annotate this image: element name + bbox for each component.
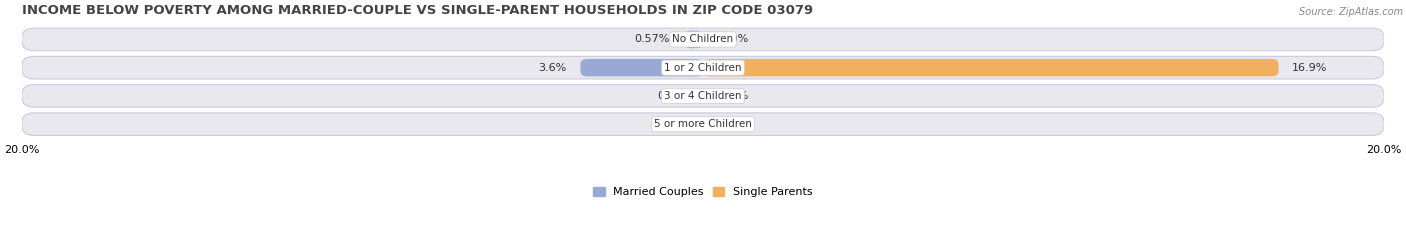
Text: 0.0%: 0.0%: [720, 34, 748, 45]
Text: 3.6%: 3.6%: [538, 63, 567, 73]
Text: No Children: No Children: [672, 34, 734, 45]
Text: 3 or 4 Children: 3 or 4 Children: [664, 91, 742, 101]
FancyBboxPatch shape: [683, 31, 703, 48]
Text: 16.9%: 16.9%: [1292, 63, 1327, 73]
FancyBboxPatch shape: [22, 28, 1384, 51]
Text: 0.0%: 0.0%: [658, 119, 686, 129]
Legend: Married Couples, Single Parents: Married Couples, Single Parents: [593, 187, 813, 197]
FancyBboxPatch shape: [22, 56, 1384, 79]
Text: 1 or 2 Children: 1 or 2 Children: [664, 63, 742, 73]
FancyBboxPatch shape: [581, 59, 703, 76]
Text: Source: ZipAtlas.com: Source: ZipAtlas.com: [1299, 7, 1403, 17]
Text: 0.0%: 0.0%: [720, 91, 748, 101]
Text: 0.0%: 0.0%: [658, 91, 686, 101]
FancyBboxPatch shape: [22, 113, 1384, 135]
FancyBboxPatch shape: [22, 85, 1384, 107]
Text: 5 or more Children: 5 or more Children: [654, 119, 752, 129]
FancyBboxPatch shape: [703, 59, 1278, 76]
Text: 0.0%: 0.0%: [720, 119, 748, 129]
Text: INCOME BELOW POVERTY AMONG MARRIED-COUPLE VS SINGLE-PARENT HOUSEHOLDS IN ZIP COD: INCOME BELOW POVERTY AMONG MARRIED-COUPL…: [22, 4, 813, 17]
Text: 0.57%: 0.57%: [634, 34, 671, 45]
